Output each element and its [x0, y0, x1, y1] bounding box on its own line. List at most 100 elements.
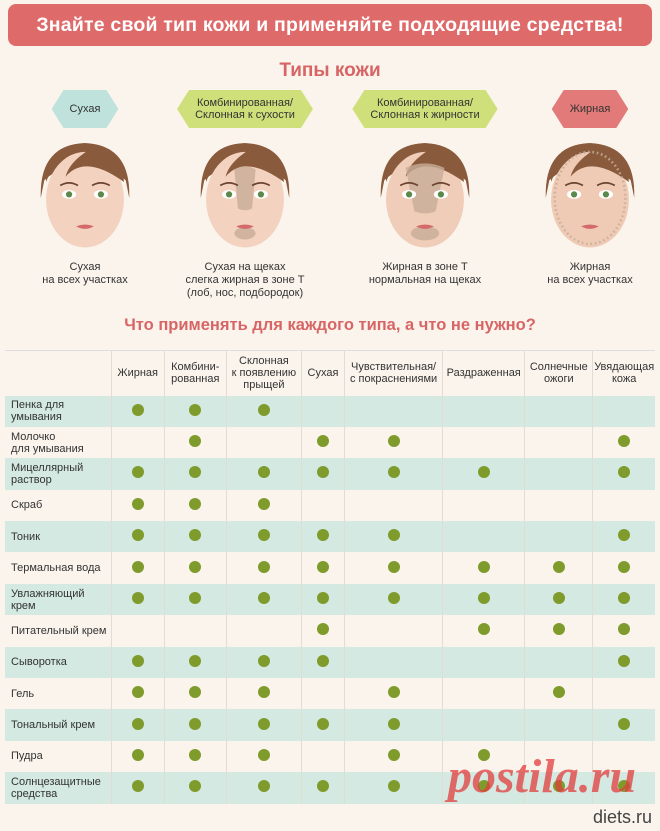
table-cell: [343, 458, 443, 490]
table-cell: [343, 552, 443, 584]
table-cell: [524, 489, 593, 522]
recommended-dot: [552, 780, 565, 793]
recommended-dot: [131, 466, 144, 479]
table-cell: [300, 458, 345, 490]
product-label: Мицеллярный раствор: [5, 458, 112, 490]
table-row: Скраб: [5, 489, 655, 522]
table-cell: [300, 426, 345, 459]
recommended-dot: [189, 403, 202, 416]
recommended-dot: [552, 560, 565, 573]
table-cell: [524, 583, 593, 616]
table-cell: [110, 678, 165, 710]
recommended-dot: [189, 780, 202, 793]
product-label: Скраб: [11, 499, 43, 512]
recommended-dot: [618, 654, 631, 667]
recommended-dot: [387, 592, 400, 605]
table-cell: [343, 426, 443, 459]
diets-logo: diets.ru: [592, 807, 652, 827]
table-cell: [592, 678, 655, 710]
table-cell: [163, 395, 227, 427]
column-header: Увядающая кожа: [592, 350, 655, 396]
table-cell: [163, 678, 227, 710]
skin-type-tag: Комбинированная/ Склонная к жирности: [352, 90, 497, 128]
table-cell: [592, 458, 655, 490]
section-title-question: Что применять для каждого типа, а что не…: [124, 316, 536, 334]
table-cell: [343, 772, 443, 804]
skin-type-0: Сухая Сухая на всех участках: [5, 90, 165, 287]
recommended-dot: [387, 466, 400, 479]
table-cell: [442, 740, 525, 773]
table-cell: [442, 395, 525, 427]
table-cell: [592, 740, 655, 773]
table-cell: [524, 521, 593, 553]
table-cell: [110, 521, 165, 553]
table-cell: [343, 709, 443, 741]
product-label: Сыворотка: [5, 646, 112, 679]
recommended-dot: [131, 686, 144, 699]
recommended-dot: [618, 529, 631, 542]
table-cell: [163, 772, 227, 804]
product-label: Тональный крем: [5, 709, 112, 741]
product-label: Увлажняющий крем: [5, 583, 112, 616]
table-cell: [343, 615, 443, 647]
table-row: Пудра: [5, 740, 655, 773]
recommended-dot: [316, 435, 329, 448]
recommended-dot: [131, 748, 144, 761]
column-header: Комбини- рованная: [163, 350, 227, 396]
table-cell: [524, 740, 593, 773]
table-cell: [592, 552, 655, 584]
column-header: Жирная: [110, 350, 165, 396]
recommended-dot: [618, 592, 631, 605]
recommended-dot: [131, 403, 144, 416]
table-cell: [524, 395, 593, 427]
table-cell: [592, 583, 655, 616]
recommended-dot: [189, 560, 202, 573]
column-header: Солнечные ожоги: [524, 350, 593, 396]
products-table: Жирная Комбини- рованная Склонная к появле…: [5, 350, 655, 804]
table-cell: [524, 426, 593, 459]
table-cell: [225, 646, 302, 679]
table-cell: [225, 740, 302, 773]
recommended-dot: [131, 497, 144, 510]
table-cell: [225, 678, 302, 710]
table-cell: [300, 583, 345, 616]
face-illustration: [40, 143, 130, 248]
recommended-dot: [257, 654, 270, 667]
face-illustration: [200, 143, 290, 248]
recommended-dot: [316, 466, 329, 479]
recommended-dot: [189, 686, 202, 699]
table-cell: [110, 615, 165, 647]
table-cell: [225, 395, 302, 427]
table-cell: [442, 678, 525, 710]
table-cell: [163, 646, 227, 679]
table-cell: [300, 395, 345, 427]
column-header: Сухая: [300, 350, 345, 396]
recommended-dot: [189, 717, 202, 730]
recommended-dot: [316, 654, 329, 667]
product-label: Солнцезащитные средства: [5, 772, 112, 804]
recommended-dot: [618, 780, 631, 793]
skin-type-tag: Жирная: [552, 90, 629, 128]
table-cell: [442, 458, 525, 490]
table-cell: [225, 709, 302, 741]
table-cell: [225, 583, 302, 616]
recommended-dot: [387, 529, 400, 542]
recommended-dot: [189, 654, 202, 667]
table-cell: [163, 458, 227, 490]
recommended-dot: [618, 466, 631, 479]
recommended-dot: [387, 686, 400, 699]
recommended-dot: [257, 592, 270, 605]
table-cell: [300, 772, 345, 804]
table-cell: [300, 646, 345, 679]
face-illustration: [545, 143, 635, 248]
column-header: Чувствительная/ с покраснениями: [343, 350, 443, 396]
table-cell: [442, 552, 525, 584]
recommended-dot: [316, 780, 329, 793]
table-cell: [110, 709, 165, 741]
table-cell: [343, 646, 443, 679]
table-cell: [163, 489, 227, 522]
table-cell: [225, 426, 302, 459]
table-cell: [300, 709, 345, 741]
table-row: Тональный крем: [5, 709, 655, 741]
table-cell: [343, 678, 443, 710]
